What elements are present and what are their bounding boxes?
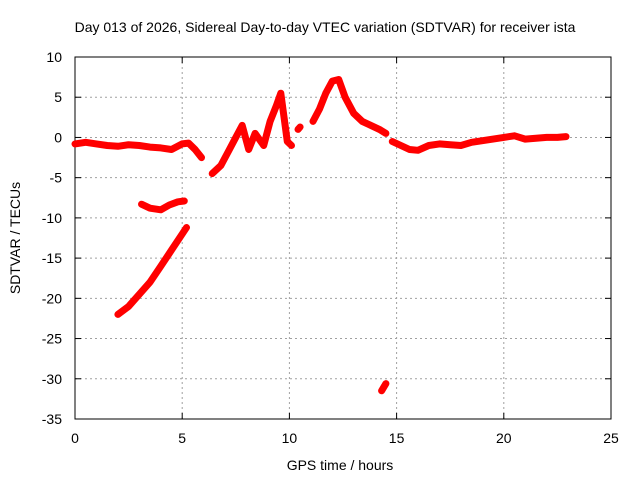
x-axis-label: GPS time / hours: [287, 457, 394, 473]
x-tick-label: 10: [282, 430, 298, 446]
series-layer: [71, 76, 570, 395]
y-tick-label: -15: [42, 250, 62, 266]
series-main-track-c: [309, 76, 390, 137]
series-main-track-a: [71, 138, 205, 162]
plot-frame: [74, 56, 612, 420]
x-tick-label: 25: [603, 430, 619, 446]
x-tick-label: 5: [178, 430, 186, 446]
y-tick-label: -30: [42, 371, 62, 387]
chart-title: Day 013 of 2026, Sidereal Day-to-day VTE…: [75, 19, 576, 35]
x-tick-label: 15: [389, 430, 405, 446]
tick-layer: 0 5 10 15 20 25 10 5 0 -5 -10 -15 -20 -25 -30 -35: [42, 49, 619, 446]
series-main-track-b: [208, 89, 295, 178]
y-tick-label: -20: [42, 290, 62, 306]
series-short-track-low: [378, 380, 390, 395]
y-tick-label: -10: [42, 210, 62, 226]
series-descending-track: [114, 224, 190, 318]
series-main-track-d: [388, 132, 570, 154]
y-tick-label: 0: [54, 129, 62, 145]
y-tick-label: 5: [54, 89, 62, 105]
series-short-track-upper: [294, 123, 304, 133]
y-tick-label: -5: [50, 170, 63, 186]
y-tick-label: 10: [46, 49, 62, 65]
y-axis-label: SDTVAR / TECUs: [7, 182, 23, 294]
grid-layer: [75, 57, 611, 419]
y-tick-label: -25: [42, 331, 62, 347]
x-tick-label: 0: [71, 430, 79, 446]
series-short-track-mid: [138, 197, 188, 214]
y-tick-label: -35: [42, 411, 62, 427]
x-tick-label: 20: [496, 430, 512, 446]
